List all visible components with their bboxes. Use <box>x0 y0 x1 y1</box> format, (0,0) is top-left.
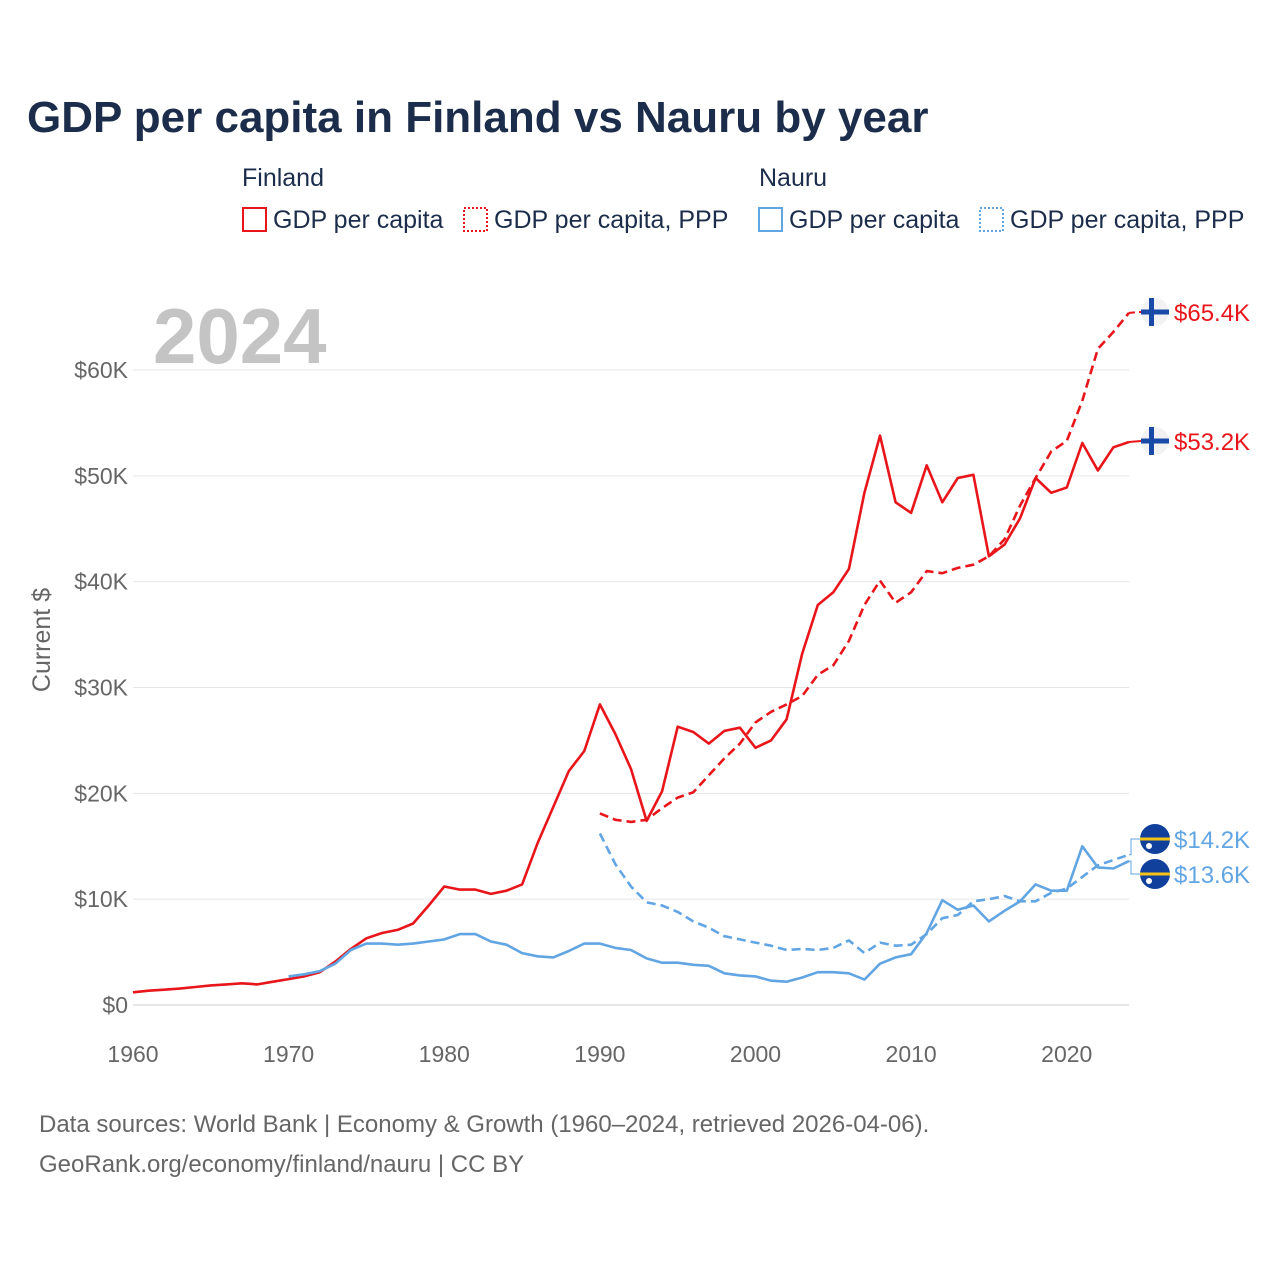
legend-group-finland: Finland <box>242 164 324 192</box>
legend-label-nauru-ppp: GDP per capita, PPP <box>1010 206 1244 234</box>
x-tick-label: 1960 <box>107 1041 158 1067</box>
y-tick-label: $50K <box>74 463 128 489</box>
end-connector <box>1128 440 1142 443</box>
source-line-1: Data sources: World Bank | Economy & Gro… <box>39 1111 929 1138</box>
legend-swatch-finland-gdp <box>242 207 267 232</box>
series-line-finland-gdp <box>132 434 1130 994</box>
legend-group-nauru: Nauru <box>759 164 827 192</box>
end-connector <box>1129 838 1140 856</box>
y-axis: $0 $10K $20K $30K $40K $50K $60K <box>74 357 128 1018</box>
x-tick-label: 1970 <box>263 1041 314 1067</box>
end-connector <box>1128 311 1142 314</box>
legend-swatch-nauru-ppp <box>979 207 1004 232</box>
nauru-flag-icon <box>1140 824 1170 854</box>
y-tick-label: $60K <box>74 357 128 383</box>
x-tick-label: 1980 <box>419 1041 470 1067</box>
x-axis: 1960 1970 1980 1990 2000 2010 2020 <box>107 1041 1092 1067</box>
end-label-finland-gdp: $53.2K <box>1174 429 1250 456</box>
source-line-2: GeoRank.org/economy/finland/nauru | CC B… <box>39 1151 524 1178</box>
end-label-nauru-gdp: $13.6K <box>1174 862 1250 889</box>
end-label-finland-ppp: $65.4K <box>1174 300 1250 327</box>
legend-swatch-nauru-gdp <box>758 207 783 232</box>
end-markers: $53.2K $65.4K $13.6K $14.2K <box>1128 298 1250 889</box>
x-tick-label: 2020 <box>1041 1041 1092 1067</box>
y-axis-label: Current $ <box>28 588 56 692</box>
series-line-finland-ppp <box>599 311 1131 824</box>
y-tick-label: $30K <box>74 675 128 701</box>
x-tick-label: 1990 <box>574 1041 625 1067</box>
y-tick-label: $40K <box>74 569 128 595</box>
year-watermark: 2024 <box>153 292 327 380</box>
legend-swatch-finland-ppp <box>463 207 488 232</box>
legend-label-finland-gdp: GDP per capita <box>273 206 444 234</box>
x-tick-label: 2010 <box>886 1041 937 1067</box>
y-tick-label: $20K <box>74 780 128 806</box>
legend: Finland GDP per capita GDP per capita, PPP… <box>242 164 1244 234</box>
series-lines <box>132 311 1131 994</box>
series-line-nauru-gdp <box>288 845 1130 983</box>
series-line-nauru-ppp <box>598 832 1130 955</box>
legend-label-finland-ppp: GDP per capita, PPP <box>494 206 728 234</box>
x-tick-label: 2000 <box>730 1041 781 1067</box>
y-tick-label: $0 <box>102 992 128 1018</box>
end-connector <box>1129 860 1140 875</box>
chart-title: GDP per capita in Finland vs Nauru by ye… <box>27 93 928 142</box>
finland-flag-icon <box>1141 298 1169 326</box>
y-tick-label: $10K <box>74 886 128 912</box>
nauru-flag-icon <box>1140 859 1170 889</box>
legend-label-nauru-gdp: GDP per capita <box>789 206 960 234</box>
grid-lines <box>133 369 1129 1006</box>
finland-flag-icon <box>1141 427 1169 455</box>
end-label-nauru-ppp: $14.2K <box>1174 827 1250 854</box>
